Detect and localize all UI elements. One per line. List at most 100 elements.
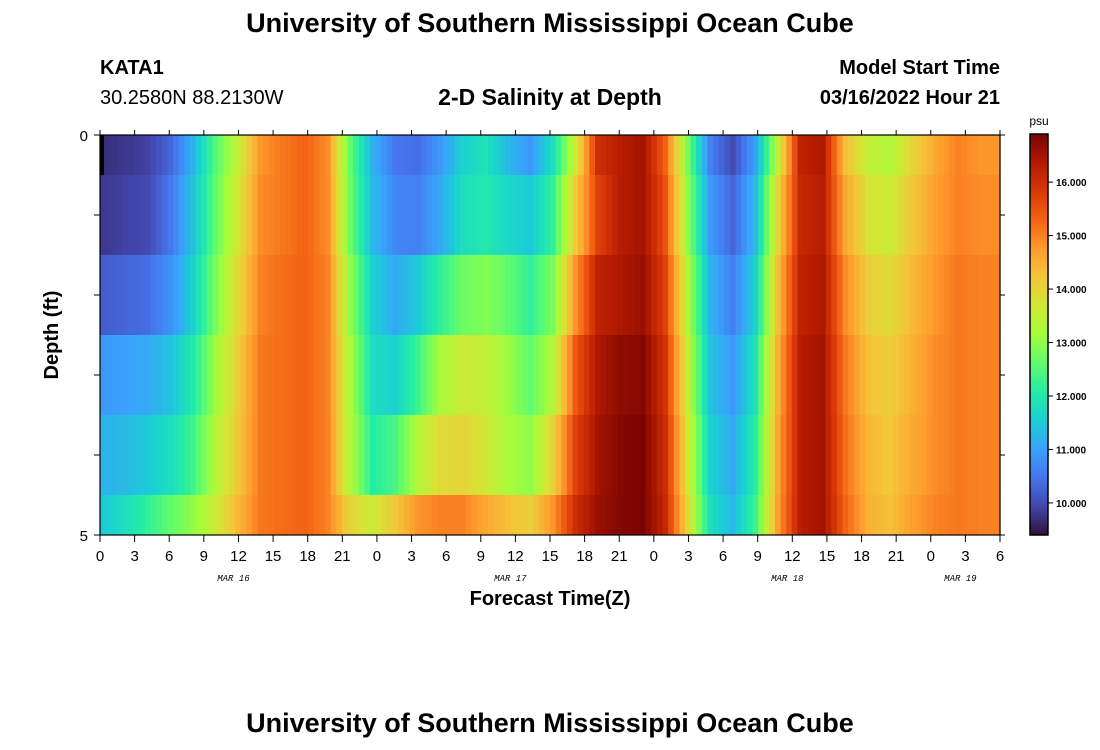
heatmap-cell [791,415,799,496]
heatmap-cell [482,255,489,336]
heatmap-cell [184,335,191,416]
heatmap-cell [718,335,725,416]
heatmap-cell [876,255,883,336]
heatmap-cell [206,335,214,416]
heatmap-cell [274,255,281,336]
heatmap-cell [116,415,124,496]
heatmap-cell [375,135,382,176]
heatmap-cell [971,495,979,536]
heatmap-cell [859,175,866,256]
heatmap-cell [251,335,259,416]
heatmap-cell [105,135,112,176]
heatmap-cell [696,415,703,496]
x-tick-label: 15 [265,548,282,565]
heatmap-cell [870,135,877,176]
heatmap-cell [190,415,197,496]
heatmap-cell [229,335,236,416]
heatmap-cell [825,335,832,416]
heatmap-cell [977,175,984,256]
heatmap-cell [173,335,180,416]
heatmap-cell [161,495,169,536]
heatmap-cell [977,255,984,336]
heatmap-cell [651,255,658,336]
heatmap-cell [240,175,247,256]
heatmap-cell [701,135,709,176]
heatmap-cell [341,135,349,176]
heatmap-cell [437,255,444,336]
heatmap-cell [347,135,354,176]
heatmap-cell [640,495,647,536]
heatmap-cell [983,415,990,496]
heatmap-cell [527,135,534,176]
heatmap-cell [746,255,754,336]
heatmap-cell [780,175,787,256]
heatmap-cell [550,255,557,336]
heatmap-cell [758,255,765,336]
heatmap-cell [431,175,439,256]
heatmap-cell [139,255,146,336]
heatmap-cell [707,495,714,536]
heatmap-cell [274,135,281,176]
heatmap-cell [752,135,759,176]
heatmap-cell [848,175,855,256]
heatmap-cell [814,495,821,536]
heatmap-cell [555,415,562,496]
heatmap-cell [150,255,157,336]
heatmap-cell [583,135,590,176]
heatmap-cell [752,335,759,416]
heatmap-cell [257,335,264,416]
heatmap-cell [566,495,574,536]
heatmap-cell [595,495,602,536]
heatmap-cell [898,135,905,176]
heatmap-cell [960,175,967,256]
heatmap-cell [493,335,500,416]
heatmap-cell [521,495,529,536]
x-tick-label: 12 [507,548,524,565]
heatmap-cell [229,495,236,536]
heatmap-cell [910,415,917,496]
heatmap-cell [437,495,444,536]
heatmap-cell [707,175,714,256]
heatmap-cell [268,255,275,336]
heatmap-cell [268,335,275,416]
heatmap-cell [561,495,568,536]
heatmap-cell [521,415,529,496]
heatmap-cell [313,415,320,496]
heatmap-cell [836,335,844,416]
heatmap-cell [701,415,709,496]
heatmap-cell [178,135,185,176]
heatmap-cell [831,175,838,256]
heatmap-cell [786,255,793,336]
heatmap-cell [977,495,984,536]
heatmap-cell [775,255,782,336]
heatmap-cell [443,415,450,496]
heatmap-cell [713,495,720,536]
heatmap-cell [386,135,394,176]
heatmap-cell [431,415,439,496]
heatmap-cell [853,135,860,176]
heatmap-cell [274,335,281,416]
heatmap-cell [606,135,613,176]
heatmap-cell [566,175,574,256]
heatmap-cell [538,175,545,256]
heatmap-cell [100,175,107,256]
x-tick-label: 18 [576,548,593,565]
heatmap-cell [876,135,883,176]
heatmap-cell [223,415,230,496]
heatmap-cell [825,135,832,176]
x-tick-label: 0 [96,548,104,565]
heatmap-cell [763,415,770,496]
heatmap-cell [330,495,337,536]
heatmap-cell [769,255,776,336]
heatmap-cell [645,135,652,176]
heatmap-cell [589,175,596,256]
heatmap-cell [589,415,596,496]
heatmap-cell [100,415,107,496]
heatmap-cell [932,255,939,336]
heatmap-cell [791,255,799,336]
y-tick-label: 0 [80,128,88,145]
heatmap-cell [415,335,422,416]
heatmap-cell [578,175,585,256]
heatmap-cell [988,175,995,256]
heatmap-cell [386,175,394,256]
